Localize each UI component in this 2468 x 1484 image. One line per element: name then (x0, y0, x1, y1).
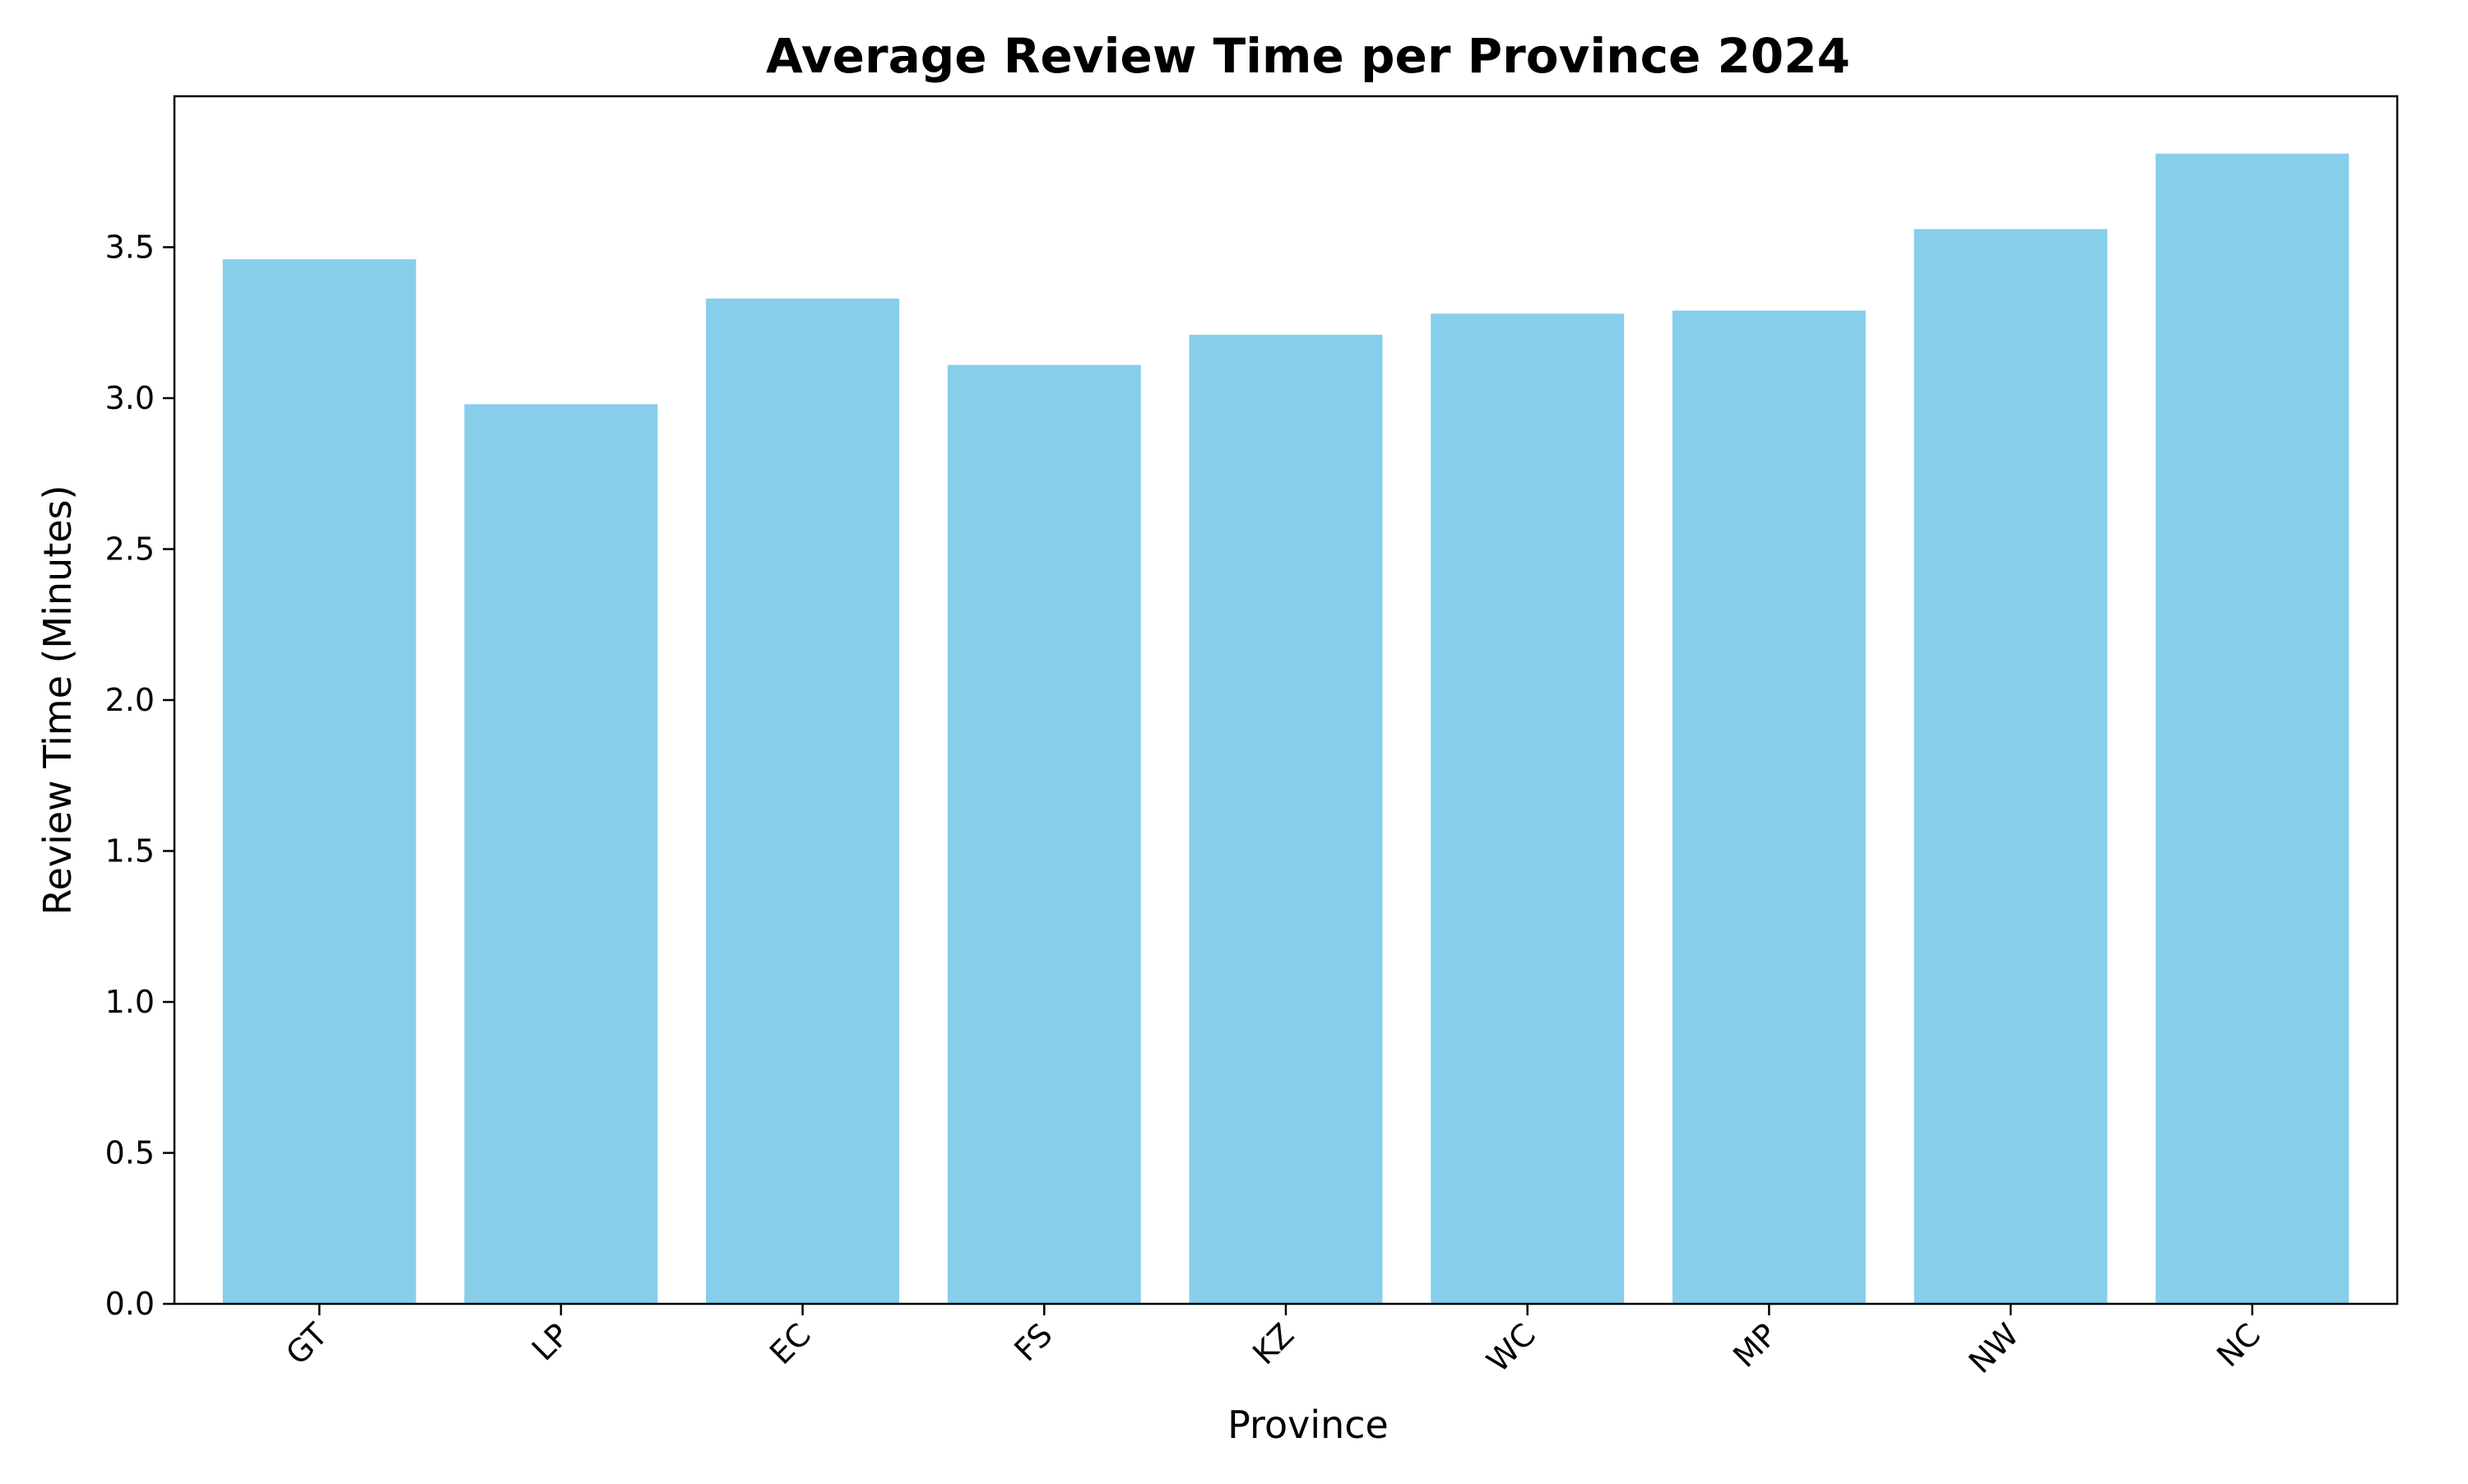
bar-ec (706, 298, 900, 1304)
bar-mp (1672, 310, 1866, 1304)
y-tick-label: 3.5 (105, 230, 155, 266)
chart-title: Average Review Time per Province 2024 (766, 28, 1850, 84)
x-axis-label: Province (1227, 1403, 1389, 1447)
y-tick-label: 0.5 (105, 1135, 155, 1171)
bar-wc (1431, 313, 1625, 1304)
y-tick-label: 2.5 (105, 531, 155, 568)
y-tick-label: 1.0 (105, 984, 155, 1020)
bars-layer (222, 153, 2350, 1305)
bar-fs (947, 364, 1141, 1304)
y-axis-label: Review Time (Minutes) (35, 485, 80, 916)
y-tick-label: 0.0 (105, 1286, 155, 1322)
bar-nc (2155, 153, 2350, 1305)
plot-area-frame (173, 95, 2399, 1305)
bar-nw (1914, 229, 2108, 1305)
bar-kz (1189, 334, 1383, 1305)
y-axis-ticks: 0.0 0.5 1.0 1.5 2.0 2.5 3.0 3.5 (105, 230, 174, 1322)
bar-gt (222, 259, 416, 1305)
y-tick-label: 3.0 (105, 380, 155, 416)
bar-lp (464, 404, 658, 1305)
y-tick-label: 2.0 (105, 682, 155, 718)
y-tick-label: 1.5 (105, 833, 155, 870)
